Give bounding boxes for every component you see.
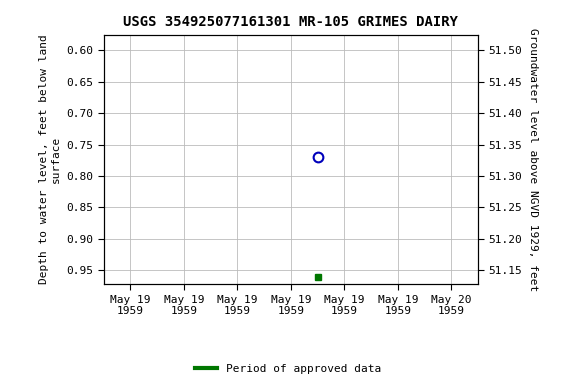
Title: USGS 354925077161301 MR-105 GRIMES DAIRY: USGS 354925077161301 MR-105 GRIMES DAIRY — [123, 15, 458, 29]
Legend: Period of approved data: Period of approved data — [191, 359, 385, 379]
Y-axis label: Depth to water level, feet below land
surface: Depth to water level, feet below land su… — [39, 35, 60, 284]
Y-axis label: Groundwater level above NGVD 1929, feet: Groundwater level above NGVD 1929, feet — [528, 28, 538, 291]
